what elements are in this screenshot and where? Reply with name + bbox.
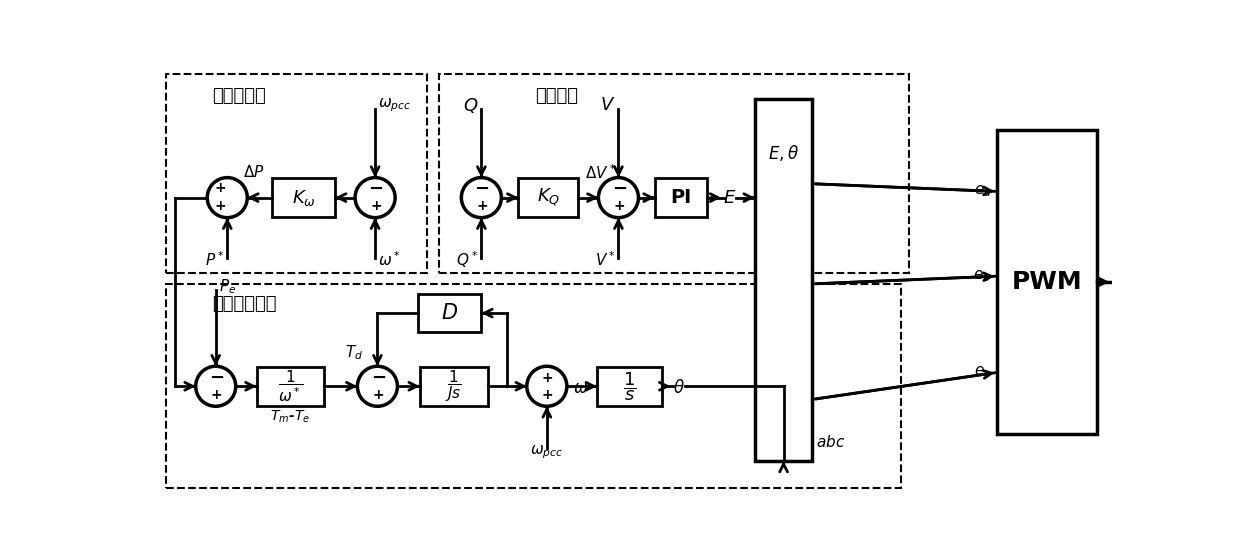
Text: $\omega^*$: $\omega^*$ (378, 250, 401, 269)
Circle shape (356, 177, 395, 217)
Circle shape (527, 366, 566, 406)
Circle shape (598, 177, 638, 217)
Bar (654, 178, 707, 217)
Bar (997, 130, 1098, 434)
Bar (166, 284, 901, 488)
Text: +: + (373, 388, 384, 402)
Text: +: + (370, 199, 382, 213)
Text: +: + (613, 199, 624, 213)
Text: +: + (541, 371, 554, 385)
Text: 调速器控制: 调速器控制 (212, 87, 265, 105)
Text: $T_d$: $T_d$ (346, 343, 363, 362)
Text: $\omega$: $\omega$ (572, 379, 589, 397)
Text: $K_{Q}$: $K_{Q}$ (536, 187, 560, 208)
Text: $E$: $E$ (724, 188, 737, 207)
Text: $\Delta P$: $\Delta P$ (243, 164, 264, 180)
Text: $T_m$-$T_e$: $T_m$-$T_e$ (270, 409, 311, 425)
Circle shape (207, 177, 248, 217)
Text: $\omega_{pcc}$: $\omega_{pcc}$ (378, 96, 411, 114)
Text: $\dfrac{1}{\omega^*}$: $\dfrac{1}{\omega^*}$ (278, 369, 304, 404)
Text: +: + (214, 181, 227, 195)
Text: −: − (475, 180, 489, 198)
Text: $\dfrac{1}{s}$: $\dfrac{1}{s}$ (623, 370, 637, 403)
Text: +: + (211, 388, 222, 402)
Bar (271, 178, 335, 217)
Text: −: − (370, 369, 385, 387)
Text: $P^*$: $P^*$ (204, 250, 224, 269)
Text: $\omega_{pcc}$: $\omega_{pcc}$ (530, 443, 564, 460)
Text: PWM: PWM (1012, 270, 1083, 294)
Text: $\Delta V^*$: $\Delta V^*$ (585, 163, 616, 182)
Bar (419, 294, 482, 332)
Bar (597, 367, 663, 405)
Circle shape (461, 177, 502, 217)
Text: $E,\theta$: $E,\theta$ (768, 143, 799, 163)
Bar (420, 367, 487, 405)
Text: PI: PI (670, 188, 691, 207)
Text: +: + (214, 199, 227, 213)
Text: $K_{\omega}$: $K_{\omega}$ (291, 187, 316, 207)
Text: −: − (368, 180, 383, 198)
Text: $V^*$: $V^*$ (595, 250, 616, 269)
Text: $e_c$: $e_c$ (974, 365, 991, 380)
Text: $\theta$: $\theta$ (673, 379, 685, 397)
Text: 转子机械控制: 转子机械控制 (212, 295, 276, 313)
Text: $V$: $V$ (600, 96, 616, 114)
Text: $P_e$: $P_e$ (219, 277, 237, 296)
Text: $\dfrac{1}{Js}$: $\dfrac{1}{Js}$ (445, 369, 462, 404)
Text: 励磁控制: 励磁控制 (535, 87, 579, 105)
Bar (256, 367, 325, 405)
Text: +: + (476, 199, 488, 213)
Bar (439, 75, 908, 273)
Text: −: − (209, 369, 224, 387)
Text: $e_b$: $e_b$ (974, 269, 991, 284)
Circle shape (196, 366, 235, 406)
Text: $e_a$: $e_a$ (974, 183, 991, 199)
Text: $abc$: $abc$ (817, 434, 845, 450)
Text: +: + (541, 388, 554, 402)
Text: $D$: $D$ (441, 303, 458, 323)
Text: $Q^*$: $Q^*$ (456, 249, 478, 270)
Bar (518, 178, 579, 217)
Bar (755, 99, 813, 461)
Text: −: − (612, 180, 627, 198)
Text: $Q$: $Q$ (463, 96, 478, 115)
Bar (166, 75, 427, 273)
Circle shape (357, 366, 398, 406)
